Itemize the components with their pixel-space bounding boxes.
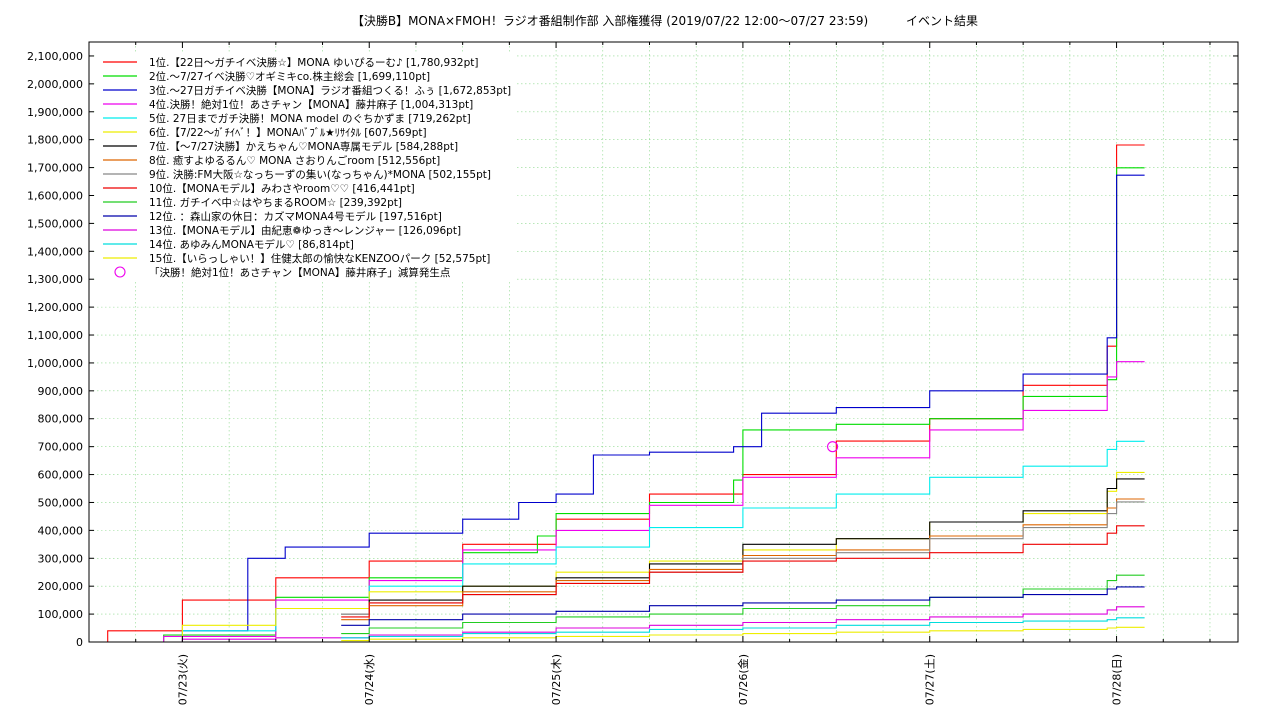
legend-entry: 15位.【いらっしゃい！】住健太郎の愉快なKENZOOパーク [52,575pt… xyxy=(149,252,490,265)
legend-entry: 12位. ：森山家の休日：カズマMONA4号モデル [197,516pt] xyxy=(149,210,442,223)
legend-entry: 6位.【7/22～ｶﾞﾁｲﾍﾞ！】MONAﾊﾞﾌﾞﾙ★ﾘｻｲﾀﾙ [607,56… xyxy=(149,126,427,139)
y-tick-label: 1,000,000 xyxy=(27,357,83,370)
y-tick-label: 700,000 xyxy=(38,441,84,454)
legend-entry: 2位.～7/27イベ決勝♡オギミキco.株主総会 [1,699,110pt] xyxy=(149,70,430,83)
y-tick-label: 1,100,000 xyxy=(27,329,83,342)
plot-frame xyxy=(88,41,1239,643)
y-tick-label: 2,100,000 xyxy=(27,50,83,63)
y-tick-label: 100,000 xyxy=(38,608,84,621)
legend-entry: 9位. 決勝:FM大阪☆なっちーずの集い(なっちゃん)*MONA [502,15… xyxy=(149,168,491,181)
legend-entry: 7位.【～7/27決勝】かえちゃん♡MONA専属モデル [584,288pt] xyxy=(149,140,458,153)
annotation-marker xyxy=(827,441,839,453)
y-tick-label: 1,600,000 xyxy=(27,189,83,202)
legend-entry: 14位. あゆみんMONAモデル♡ [86,814pt] xyxy=(149,238,354,251)
chart-subtitle: イベント結果 xyxy=(906,14,978,28)
series-layer xyxy=(89,144,1145,643)
legend-entry: 11位. ガチイベ中☆はやちまるROOM☆ [239,392pt] xyxy=(149,196,402,209)
y-tick-label: 1,700,000 xyxy=(27,162,83,175)
y-tick-label: 500,000 xyxy=(38,496,84,509)
y-tick-label: 400,000 xyxy=(38,524,84,537)
chart-title: 【決勝B】MONA×FMOH！ラジオ番組制作部 入部権獲得 (2019/07/2… xyxy=(352,13,868,28)
series-line-14 xyxy=(341,617,1145,639)
legend-entry: 5位. 27日までガチ決勝！MONA model のぐちかずま [719,262… xyxy=(149,112,471,125)
legend-entry: 10位.【MONAモデル】みわさやroom♡♡ [416,441pt] xyxy=(149,182,415,195)
legend-entry: 13位.【MONAモデル】由紀恵❁ゆっき～レンジャー [126,096pt] xyxy=(149,224,461,237)
x-tick-label: 07/27(土) xyxy=(924,654,937,705)
series-line-4 xyxy=(89,361,1145,643)
x-tick-label: 07/26(金) xyxy=(736,654,750,705)
y-tick-label: 900,000 xyxy=(38,385,84,398)
legend-entry: 8位. 癒すよゆるるん♡ MONA さおりんごroom [512,556pt] xyxy=(149,154,440,167)
x-tick-label: 07/25(木) xyxy=(550,654,563,705)
x-tick-label: 07/24(水) xyxy=(363,654,376,705)
y-tick-label: 1,900,000 xyxy=(27,106,83,119)
legend-entry: 4位.決勝！絶対1位！あさチャン【MONA】藤井麻子 [1,004,313pt] xyxy=(149,98,473,111)
y-tick-label: 600,000 xyxy=(38,469,84,482)
x-tick-label: 07/28(日) xyxy=(1111,654,1124,705)
legend-background xyxy=(97,52,517,280)
legend-annotation-swatch xyxy=(114,266,126,278)
legend-entry: 1位.【22日～ガチイベ決勝☆】MONA ゆいぴるーむ♪ [1,780,932p… xyxy=(149,56,478,69)
y-tick-label: 1,500,000 xyxy=(27,217,83,230)
y-tick-label: 1,200,000 xyxy=(27,301,83,314)
y-tick-label: 800,000 xyxy=(38,413,84,426)
y-tick-label: 1,400,000 xyxy=(27,245,83,258)
y-tick-label: 200,000 xyxy=(38,580,84,593)
axis-layer: 0 100,000 200,000 300,000 400,000 500,000 600,… xyxy=(27,41,1239,705)
series-line-12 xyxy=(341,586,1145,626)
series-line-6 xyxy=(89,471,1145,643)
legend-annotation-entry: 「決勝！絶対1位！あさチャン【MONA】藤井麻子」減算発生点 xyxy=(149,266,450,279)
y-tick-label: 2,000,000 xyxy=(27,78,83,91)
y-tick-label: 1,300,000 xyxy=(27,273,83,286)
series-line-13 xyxy=(89,606,1145,643)
y-tick-label: 0 xyxy=(76,636,83,649)
y-tick-label: 300,000 xyxy=(38,552,84,565)
series-line-3 xyxy=(89,174,1145,643)
legend: 1位.【22日～ガチイベ決勝☆】MONA ゆいぴるーむ♪ [1,780,932p… xyxy=(97,52,517,280)
x-tick-label: 07/23(火) xyxy=(176,654,189,705)
series-line-11 xyxy=(341,574,1145,635)
y-tick-label: 1,800,000 xyxy=(27,134,83,147)
series-line-10 xyxy=(341,525,1145,618)
series-line-15 xyxy=(341,626,1145,642)
legend-entry: 3位.～27日ガチイベ決勝【MONA】ラジオ番組つくる！ふぅ [1,672,85… xyxy=(149,84,511,97)
